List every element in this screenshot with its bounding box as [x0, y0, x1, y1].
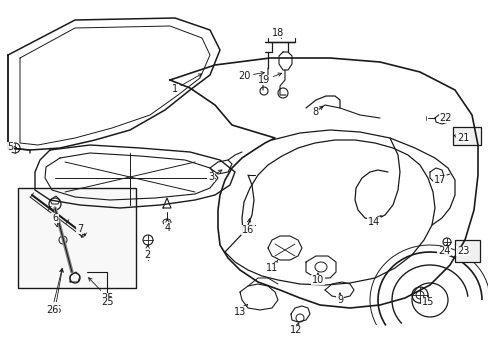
Text: 5: 5	[7, 142, 17, 152]
Text: 6: 6	[52, 213, 58, 226]
Bar	[454, 240, 479, 262]
Bar	[452, 127, 480, 145]
Text: 10: 10	[311, 273, 324, 285]
Text: 25: 25	[101, 297, 113, 307]
Text: 14: 14	[367, 216, 381, 227]
Text: 8: 8	[311, 106, 323, 117]
Text: 12: 12	[289, 323, 302, 335]
Text: 23: 23	[455, 246, 468, 256]
Text: 9: 9	[336, 293, 343, 305]
Text: 22: 22	[439, 113, 451, 123]
Text: 17: 17	[433, 175, 445, 185]
Text: 25: 25	[88, 278, 114, 303]
Text: 19: 19	[257, 73, 281, 85]
Text: 4: 4	[164, 219, 171, 233]
Text: 21: 21	[452, 133, 468, 143]
Text: 2: 2	[143, 245, 150, 260]
Text: 1: 1	[172, 74, 202, 94]
Bar	[18, 188, 136, 288]
Text: 26: 26	[46, 269, 63, 315]
Text: 16: 16	[242, 219, 254, 235]
Text: 7: 7	[77, 224, 83, 237]
Text: 11: 11	[265, 260, 278, 273]
Text: 24: 24	[437, 245, 449, 256]
Text: 3: 3	[207, 170, 222, 182]
Text: 26: 26	[49, 269, 63, 315]
Text: 15: 15	[421, 296, 433, 307]
Text: 13: 13	[233, 305, 247, 317]
Text: 18: 18	[271, 28, 284, 38]
Text: 20: 20	[237, 71, 264, 81]
